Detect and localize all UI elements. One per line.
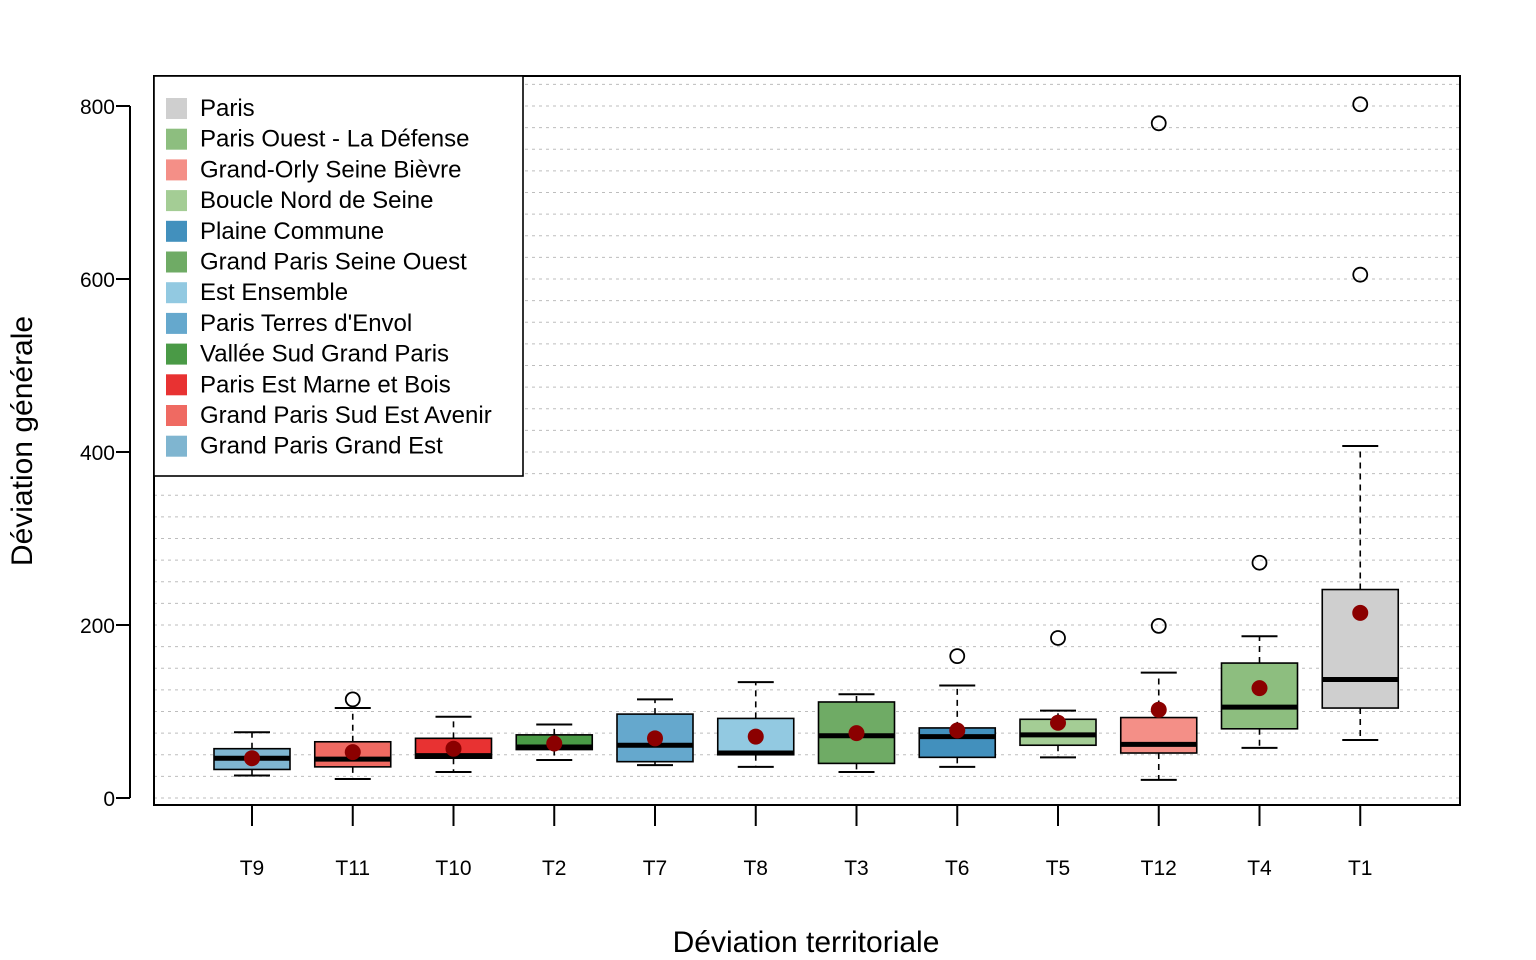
y-tick-label: 600 xyxy=(80,269,115,292)
legend-box xyxy=(153,75,524,477)
legend-swatch xyxy=(166,190,187,212)
legend-swatch xyxy=(166,405,187,426)
box-T1 xyxy=(1321,96,1400,742)
x-tick-label: T8 xyxy=(743,857,768,880)
x-tick-label: T4 xyxy=(1247,857,1272,880)
legend-label: Grand Paris Grand Est xyxy=(200,433,443,460)
legend-item: Boucle Nord de Seine xyxy=(166,187,433,214)
y-tick-label: 400 xyxy=(80,442,115,465)
legend-label: Est Ensemble xyxy=(200,279,348,306)
legend-item: Grand Paris Seine Ouest xyxy=(166,249,467,276)
legend-item: Paris xyxy=(166,95,255,122)
box-T2 xyxy=(515,723,594,761)
x-tick-label: T10 xyxy=(435,857,471,880)
legend-swatch xyxy=(166,282,187,304)
legend-swatch xyxy=(166,159,187,181)
outlier-point xyxy=(1352,266,1369,283)
mean-point xyxy=(1251,680,1268,697)
x-tick-label: T3 xyxy=(844,857,869,880)
mean-point xyxy=(848,725,865,742)
iqr-box xyxy=(1119,716,1198,754)
box-T5 xyxy=(1019,630,1097,759)
legend-item: Paris Terres d'Envol xyxy=(166,310,412,337)
x-tick-label: T7 xyxy=(643,857,668,880)
mean-point xyxy=(1352,604,1369,621)
legend-item: Plaine Commune xyxy=(166,218,384,245)
box-T10 xyxy=(414,715,493,774)
legend-label: Paris Ouest - La Défense xyxy=(200,126,469,153)
y-tick-label: 0 xyxy=(103,788,115,811)
legend-label: Plaine Commune xyxy=(200,218,384,245)
legend-item: Vallée Sud Grand Paris xyxy=(166,341,449,368)
outlier-point xyxy=(1050,630,1066,646)
box-T8 xyxy=(716,681,795,768)
box-T12 xyxy=(1119,115,1198,781)
outlier-point xyxy=(1352,96,1369,113)
mean-point xyxy=(445,740,462,757)
legend-swatch xyxy=(166,374,187,396)
legend-swatch xyxy=(166,343,187,365)
mean-point xyxy=(546,735,563,752)
legend-label: Paris xyxy=(200,95,255,122)
legend-item: Paris Ouest - La Défense xyxy=(166,126,469,153)
x-tick-label: T11 xyxy=(335,857,370,880)
box-T7 xyxy=(616,698,694,767)
x-tick-label: T12 xyxy=(1141,857,1177,880)
legend-swatch xyxy=(166,220,187,242)
legend-label: Grand Paris Sud Est Avenir xyxy=(200,402,492,429)
y-tick-label: 200 xyxy=(80,615,115,638)
outlier-point xyxy=(949,648,966,665)
legend-item: Paris Est Marne et Bois xyxy=(166,371,451,398)
legend-swatch xyxy=(166,251,187,273)
mean-point xyxy=(747,728,764,745)
legend-item: Grand Paris Grand Est xyxy=(166,433,443,460)
outlier-point xyxy=(1251,554,1268,571)
legend-label: Grand Paris Seine Ouest xyxy=(200,249,467,276)
box-T3 xyxy=(817,693,896,774)
legend-swatch xyxy=(166,435,187,457)
x-tick-label: T1 xyxy=(1348,857,1373,880)
box-T9 xyxy=(213,731,291,777)
box-T6 xyxy=(918,648,997,768)
legend-swatch xyxy=(166,312,187,334)
legend-label: Paris Terres d'Envol xyxy=(200,310,412,337)
boxplot-series xyxy=(213,96,1400,781)
legend-item: Grand Paris Sud Est Avenir xyxy=(166,402,492,429)
x-axis-title: Déviation territoriale xyxy=(673,926,940,959)
legend-item: Est Ensemble xyxy=(166,279,348,306)
legend-label: Grand-Orly Seine Bièvre xyxy=(200,156,461,183)
legend-swatch xyxy=(166,98,187,119)
legend-label: Boucle Nord de Seine xyxy=(200,187,433,214)
mean-point xyxy=(344,744,361,761)
y-axis-title: Déviation générale xyxy=(6,316,39,566)
outlier-point xyxy=(1150,617,1167,634)
legend-label: Paris Est Marne et Bois xyxy=(200,371,451,398)
mean-point xyxy=(244,750,260,767)
box-T4 xyxy=(1220,554,1299,749)
x-tick-label: T2 xyxy=(542,857,567,880)
outlier-point xyxy=(1150,115,1167,132)
x-tick-label: T6 xyxy=(945,857,970,880)
y-axis: 0 200 400 600 800 xyxy=(80,96,131,811)
legend: Paris Paris Ouest - La Défense Grand-Orly … xyxy=(153,75,524,477)
x-tick-label: T5 xyxy=(1046,857,1071,880)
mean-point xyxy=(647,730,663,747)
legend-swatch xyxy=(166,128,187,150)
mean-point xyxy=(1150,701,1167,718)
mean-point xyxy=(949,722,966,739)
legend-item: Grand-Orly Seine Bièvre xyxy=(166,156,461,183)
box-T11 xyxy=(313,691,392,780)
x-axis: T9 T11 T10 T2 T7 T8 T3 T6 T5 T12 T4 T1 xyxy=(240,804,1373,880)
y-tick-label: 800 xyxy=(80,96,115,119)
x-tick-label: T9 xyxy=(240,857,265,880)
legend-label: Vallée Sud Grand Paris xyxy=(200,341,449,368)
mean-point xyxy=(1050,714,1066,731)
outlier-point xyxy=(344,691,361,708)
